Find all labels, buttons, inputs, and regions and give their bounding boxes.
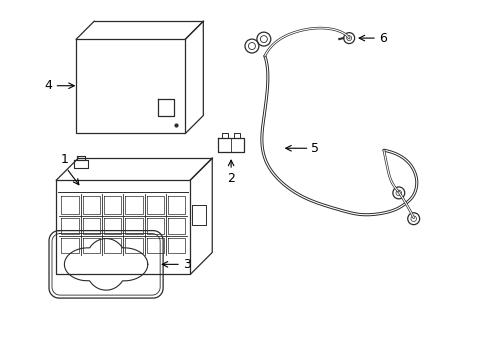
Text: 4: 4 bbox=[44, 79, 52, 92]
Text: 3: 3 bbox=[183, 258, 190, 271]
Text: 2: 2 bbox=[227, 172, 235, 185]
Text: 6: 6 bbox=[378, 32, 386, 45]
Text: 1: 1 bbox=[61, 153, 68, 166]
Text: 5: 5 bbox=[311, 142, 319, 155]
